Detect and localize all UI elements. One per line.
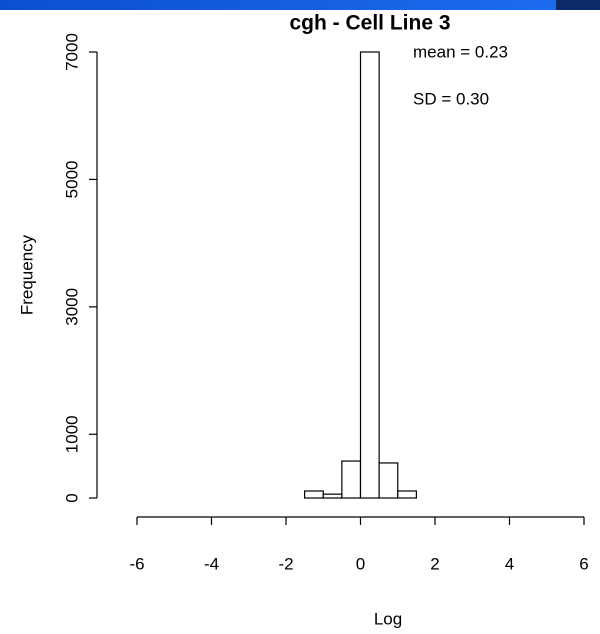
annotation: mean = 0.23 xyxy=(413,42,508,61)
window-title-bar xyxy=(0,0,600,10)
x-tick-label: -2 xyxy=(278,554,293,573)
x-tick-label: 4 xyxy=(505,554,514,573)
histogram-bar xyxy=(341,460,362,499)
x-tick-label: 0 xyxy=(356,554,365,573)
y-axis-label: Frequency xyxy=(17,234,36,315)
histogram-bar xyxy=(359,51,380,499)
y-tick-label: 5000 xyxy=(62,161,81,199)
annotation: SD = 0.30 xyxy=(413,89,489,108)
y-tick-label: 0 xyxy=(62,493,81,502)
histogram-bar xyxy=(378,462,399,499)
histogram-bar xyxy=(397,490,417,499)
y-tick-label: 1000 xyxy=(62,415,81,453)
window-control[interactable] xyxy=(556,0,600,10)
x-tick-label: -6 xyxy=(129,554,144,573)
x-axis-label: Log xyxy=(374,609,402,628)
histogram-bar xyxy=(322,493,343,499)
y-tick-label: 3000 xyxy=(62,288,81,326)
x-tick-label: -4 xyxy=(204,554,219,573)
histogram-bar xyxy=(304,490,324,499)
y-tick-label: 7000 xyxy=(62,33,81,71)
chart-title: cgh - Cell Line 3 xyxy=(289,12,450,35)
x-tick-label: 2 xyxy=(430,554,439,573)
x-tick-label: 6 xyxy=(579,554,588,573)
